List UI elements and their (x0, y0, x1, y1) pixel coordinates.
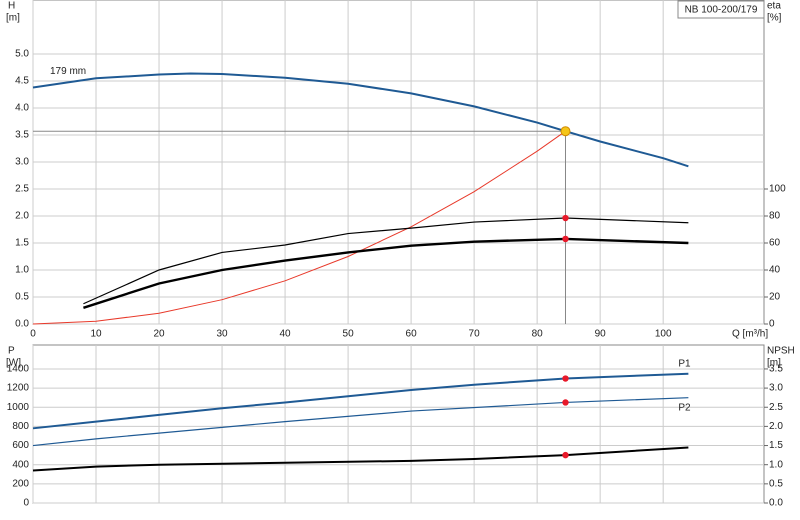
series-line (32, 446, 689, 472)
x-tick-label: 90 (595, 329, 607, 340)
y2-tick-label: 80 (769, 211, 781, 222)
y-tick-label: 1.5 (15, 238, 29, 249)
y-tick-label: 600 (12, 440, 29, 451)
duty-point (562, 214, 569, 222)
y-axis-label: P (8, 346, 15, 357)
series-label: 179 mm (50, 66, 86, 77)
y-tick-label: 200 (12, 478, 29, 489)
x-tick-label: 0 (30, 329, 36, 340)
x-tick-label: 30 (216, 329, 228, 340)
duty-point (562, 451, 569, 459)
y2-axis-unit: [m] (767, 358, 781, 369)
y2-tick-label: 20 (769, 292, 781, 303)
y2-tick-label: 0 (769, 319, 775, 330)
y-tick-label: 800 (12, 421, 29, 432)
y-tick-label: 0.5 (15, 292, 29, 303)
y-tick-label: 5.0 (15, 49, 29, 60)
duty-point (562, 399, 569, 406)
x-tick-label: 20 (153, 329, 165, 340)
series-line (32, 130, 566, 325)
plot-area (32, 344, 765, 504)
y2-tick-label: 60 (769, 238, 781, 249)
y2-tick-label: 3.0 (769, 383, 783, 394)
x-axis-label: Q [m³/h] (732, 329, 768, 340)
y2-tick-label: 1.5 (769, 440, 783, 451)
y-tick-label: 4.5 (15, 76, 29, 87)
y-tick-label: 1200 (7, 383, 30, 394)
duty-point (562, 375, 569, 382)
y-tick-label: 0.0 (15, 319, 29, 330)
y2-tick-label: 3.5 (769, 364, 783, 375)
x-tick-label: 10 (90, 329, 102, 340)
y2-axis-label: NPSH (767, 346, 795, 357)
y2-tick-label: 2.5 (769, 402, 783, 413)
series-line (83, 237, 689, 309)
y-tick-label: 1.0 (15, 265, 29, 276)
y2-tick-label: 0.0 (769, 498, 783, 509)
x-tick-label: 40 (280, 329, 292, 340)
series-label: P1 (678, 358, 691, 369)
y-tick-label: 1000 (7, 402, 30, 413)
y2-axis-unit: [%] (767, 13, 782, 24)
y2-axis-label: eta (767, 1, 781, 12)
duty-point (560, 126, 571, 137)
y-tick-label: 3.0 (15, 157, 29, 168)
y-tick-label: 4.0 (15, 103, 29, 114)
y-axis-unit: [W] (6, 358, 21, 369)
x-tick-label: 100 (655, 329, 672, 340)
y-tick-label: 2.5 (15, 184, 29, 195)
series-line (32, 72, 689, 168)
x-tick-label: 80 (532, 329, 544, 340)
y-tick-label: 1400 (7, 364, 30, 375)
y-tick-label: 2.0 (15, 211, 29, 222)
y-axis-label: H (8, 1, 15, 12)
series-line (83, 217, 689, 305)
x-tick-label: 70 (469, 329, 481, 340)
y2-tick-label: 40 (769, 265, 781, 276)
x-tick-label: 60 (406, 329, 418, 340)
x-tick-label: 50 (343, 329, 355, 340)
duty-point (562, 235, 569, 243)
y2-tick-label: 100 (769, 184, 786, 195)
series-line (32, 372, 689, 430)
chart-title: NB 100-200/179 (685, 5, 758, 16)
y-axis-unit: [m] (6, 13, 20, 24)
y2-tick-label: 1.0 (769, 459, 783, 470)
y-tick-label: 400 (12, 459, 29, 470)
y2-tick-label: 2.0 (769, 421, 783, 432)
series-label: P2 (678, 402, 691, 413)
y-tick-label: 3.5 (15, 130, 29, 141)
y-tick-label: 0 (23, 498, 29, 509)
title-box (677, 0, 765, 19)
y2-tick-label: 0.5 (769, 478, 783, 489)
